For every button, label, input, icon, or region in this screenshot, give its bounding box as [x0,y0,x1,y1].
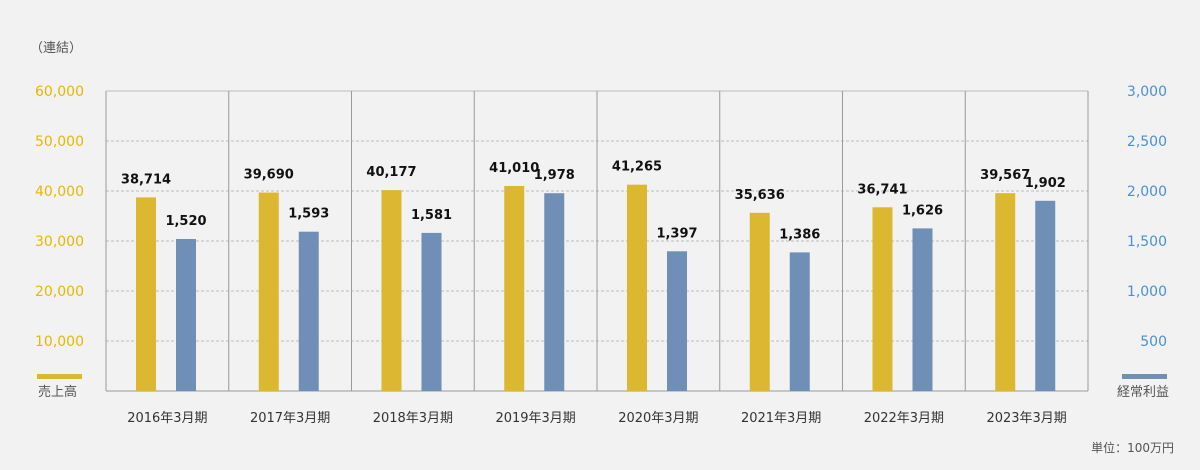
data-label-ordinary-profit: 1,902 [1025,176,1066,191]
data-label-sales: 41,265 [612,160,662,175]
left-y-tick-label: 40,000 [35,184,84,200]
x-tick-label: 2017年3月期 [250,411,330,426]
left-y-tick-label: 30,000 [35,234,84,250]
bar-sales [258,192,279,391]
data-label-sales: 35,636 [735,188,785,203]
right-y-tick-label: 3,000 [1127,84,1167,100]
data-label-sales: 39,567 [980,168,1030,183]
data-label-ordinary-profit: 1,581 [411,208,452,223]
left-y-tick-label: 50,000 [35,134,84,150]
data-label-sales: 39,690 [244,168,294,183]
data-label-ordinary-profit: 1,520 [165,214,206,229]
data-label-sales: 36,741 [857,182,907,197]
right-y-tick-label: 2,000 [1127,184,1167,200]
bar-sales [381,190,402,391]
bar-sales [749,212,770,391]
bar-sales [627,184,647,391]
legend-label-sales: 売上高 [38,384,77,400]
left-y-tick-label: 20,000 [35,284,84,300]
data-label-sales: 40,177 [366,165,416,180]
bar-ordinary-profit [176,239,196,391]
data-label-sales: 41,010 [489,161,539,176]
legend-swatch-sales [37,374,82,379]
bar-sales [504,185,525,391]
right-y-tick-label: 2,500 [1127,134,1167,150]
x-tick-label: 2018年3月期 [373,411,453,426]
x-tick-label: 2022年3月期 [864,411,944,426]
bar-ordinary-profit [789,252,810,391]
bar-ordinary-profit [298,231,319,391]
legend-swatch-ordinary-profit [1122,374,1167,379]
data-label-ordinary-profit: 1,978 [534,168,575,183]
unit-label: 単位：100万円 [1091,440,1174,455]
data-label-ordinary-profit: 1,386 [779,227,820,242]
x-tick-label: 2021年3月期 [741,411,821,426]
x-tick-label: 2020年3月期 [618,411,698,426]
right-y-tick-label: 1,500 [1127,234,1167,250]
bar-ordinary-profit [544,193,565,391]
left-y-tick-label: 60,000 [35,84,84,100]
legend-label-ordinary-profit: 経常利益 [1117,385,1169,400]
data-label-ordinary-profit: 1,593 [288,207,329,222]
data-label-ordinary-profit: 1,626 [902,203,943,218]
bar-sales [995,193,1016,391]
scope-label: （連結） [30,41,82,56]
data-label-sales: 38,714 [121,172,171,187]
bar-ordinary-profit [1035,200,1056,391]
plot-area: 38,714 1,520 2016年3月期 39,690 1,593 2017年3月期 40… [35,84,1169,426]
right-y-tick-label: 500 [1140,334,1167,350]
bar-sales [136,197,156,391]
x-tick-label: 2016年3月期 [127,411,207,426]
bar-sales [872,207,893,391]
x-tick-label: 2019年3月期 [495,411,575,426]
left-y-tick-label: 10,000 [35,334,84,350]
right-y-tick-label: 1,000 [1127,284,1167,300]
bar-ordinary-profit [421,232,442,391]
bar-ordinary-profit [667,251,687,391]
bar-ordinary-profit [912,228,933,391]
x-tick-label: 2023年3月期 [986,411,1066,426]
data-label-ordinary-profit: 1,397 [656,226,697,241]
